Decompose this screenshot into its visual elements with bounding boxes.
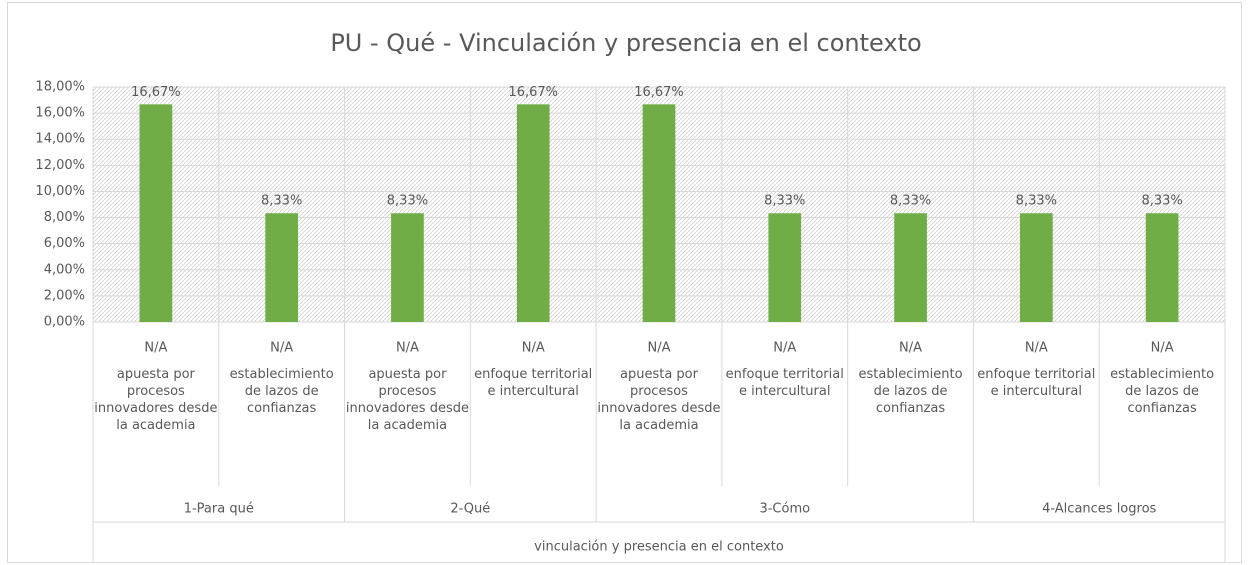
bar: [1145, 213, 1179, 322]
bar: [768, 213, 802, 322]
category-sublabel: N/A: [270, 341, 293, 356]
category-sublabel: N/A: [1151, 341, 1174, 356]
group-label: 2-Qué: [450, 502, 490, 517]
category-label: establecimiento de lazos de confianzas: [858, 367, 963, 416]
y-tick-label: 14,00%: [35, 132, 85, 147]
bar: [139, 104, 173, 322]
category-sublabel: N/A: [773, 341, 796, 356]
bar: [265, 213, 299, 322]
y-tick-label: 10,00%: [35, 184, 85, 199]
category-label: establecimiento de lazos de confianzas: [1110, 367, 1215, 416]
data-label: 16,67%: [634, 85, 684, 100]
axis-group-label: vinculación y presencia en el contexto: [534, 540, 784, 555]
bar: [391, 213, 424, 322]
y-tick-label: 16,00%: [35, 106, 85, 121]
data-label: 8,33%: [1141, 194, 1182, 209]
category-sublabel: N/A: [1025, 341, 1048, 356]
y-tick-label: 4,00%: [44, 262, 85, 277]
category-label: enfoque territorial e intercultural: [725, 367, 844, 399]
category-label-box: establecimiento de lazos de confianzas: [229, 367, 334, 416]
bar: [516, 104, 550, 322]
category-label-box: establecimiento de lazos de confianzas: [1110, 367, 1215, 416]
category-label-box: establecimiento de lazos de confianzas: [858, 367, 963, 416]
category-label-box: enfoque territorial e intercultural: [474, 367, 593, 399]
bar: [642, 104, 676, 322]
category-label: apuesta por procesos innovadores desde l…: [94, 367, 218, 433]
category-sublabel: N/A: [522, 341, 545, 356]
category-label: enfoque territorial e intercultural: [474, 367, 593, 399]
category-label-box: enfoque territorial e intercultural: [977, 367, 1096, 399]
category-sublabel: N/A: [899, 341, 922, 356]
category-label-box: apuesta por procesos innovadores desde l…: [597, 367, 721, 433]
y-tick-label: 8,00%: [44, 210, 85, 225]
data-label: 16,67%: [131, 85, 181, 100]
category-label: apuesta por procesos innovadores desde l…: [597, 367, 721, 433]
group-label: 4-Alcances logros: [1042, 502, 1156, 517]
y-tick-label: 6,00%: [44, 236, 85, 251]
bar: [1019, 213, 1053, 322]
category-label-box: apuesta por procesos innovadores desde l…: [94, 367, 218, 433]
category-sublabel: N/A: [144, 341, 167, 356]
chart-title: PU - Qué - Vinculación y presencia en el…: [330, 29, 921, 57]
category-sublabel: N/A: [396, 341, 419, 356]
data-label: 8,33%: [261, 194, 302, 209]
group-label: 3-Cómo: [759, 502, 810, 517]
data-label: 8,33%: [387, 194, 428, 209]
category-label-box: apuesta por procesos innovadores desde l…: [345, 367, 469, 433]
y-tick-label: 2,00%: [44, 288, 85, 303]
data-label: 8,33%: [1016, 194, 1057, 209]
category-label: enfoque territorial e intercultural: [977, 367, 1096, 399]
category-label-box: enfoque territorial e intercultural: [725, 367, 844, 399]
category-sublabel: N/A: [648, 341, 671, 356]
data-label: 16,67%: [508, 85, 558, 100]
category-label: apuesta por procesos innovadores desde l…: [345, 367, 469, 433]
data-label: 8,33%: [890, 194, 931, 209]
y-tick-label: 12,00%: [35, 158, 85, 173]
data-label: 8,33%: [764, 194, 805, 209]
group-label: 1-Para qué: [184, 502, 254, 517]
category-label: establecimiento de lazos de confianzas: [229, 367, 334, 416]
y-tick-label: 18,00%: [35, 80, 85, 95]
bar: [894, 213, 927, 322]
y-tick-label: 0,00%: [44, 315, 85, 330]
